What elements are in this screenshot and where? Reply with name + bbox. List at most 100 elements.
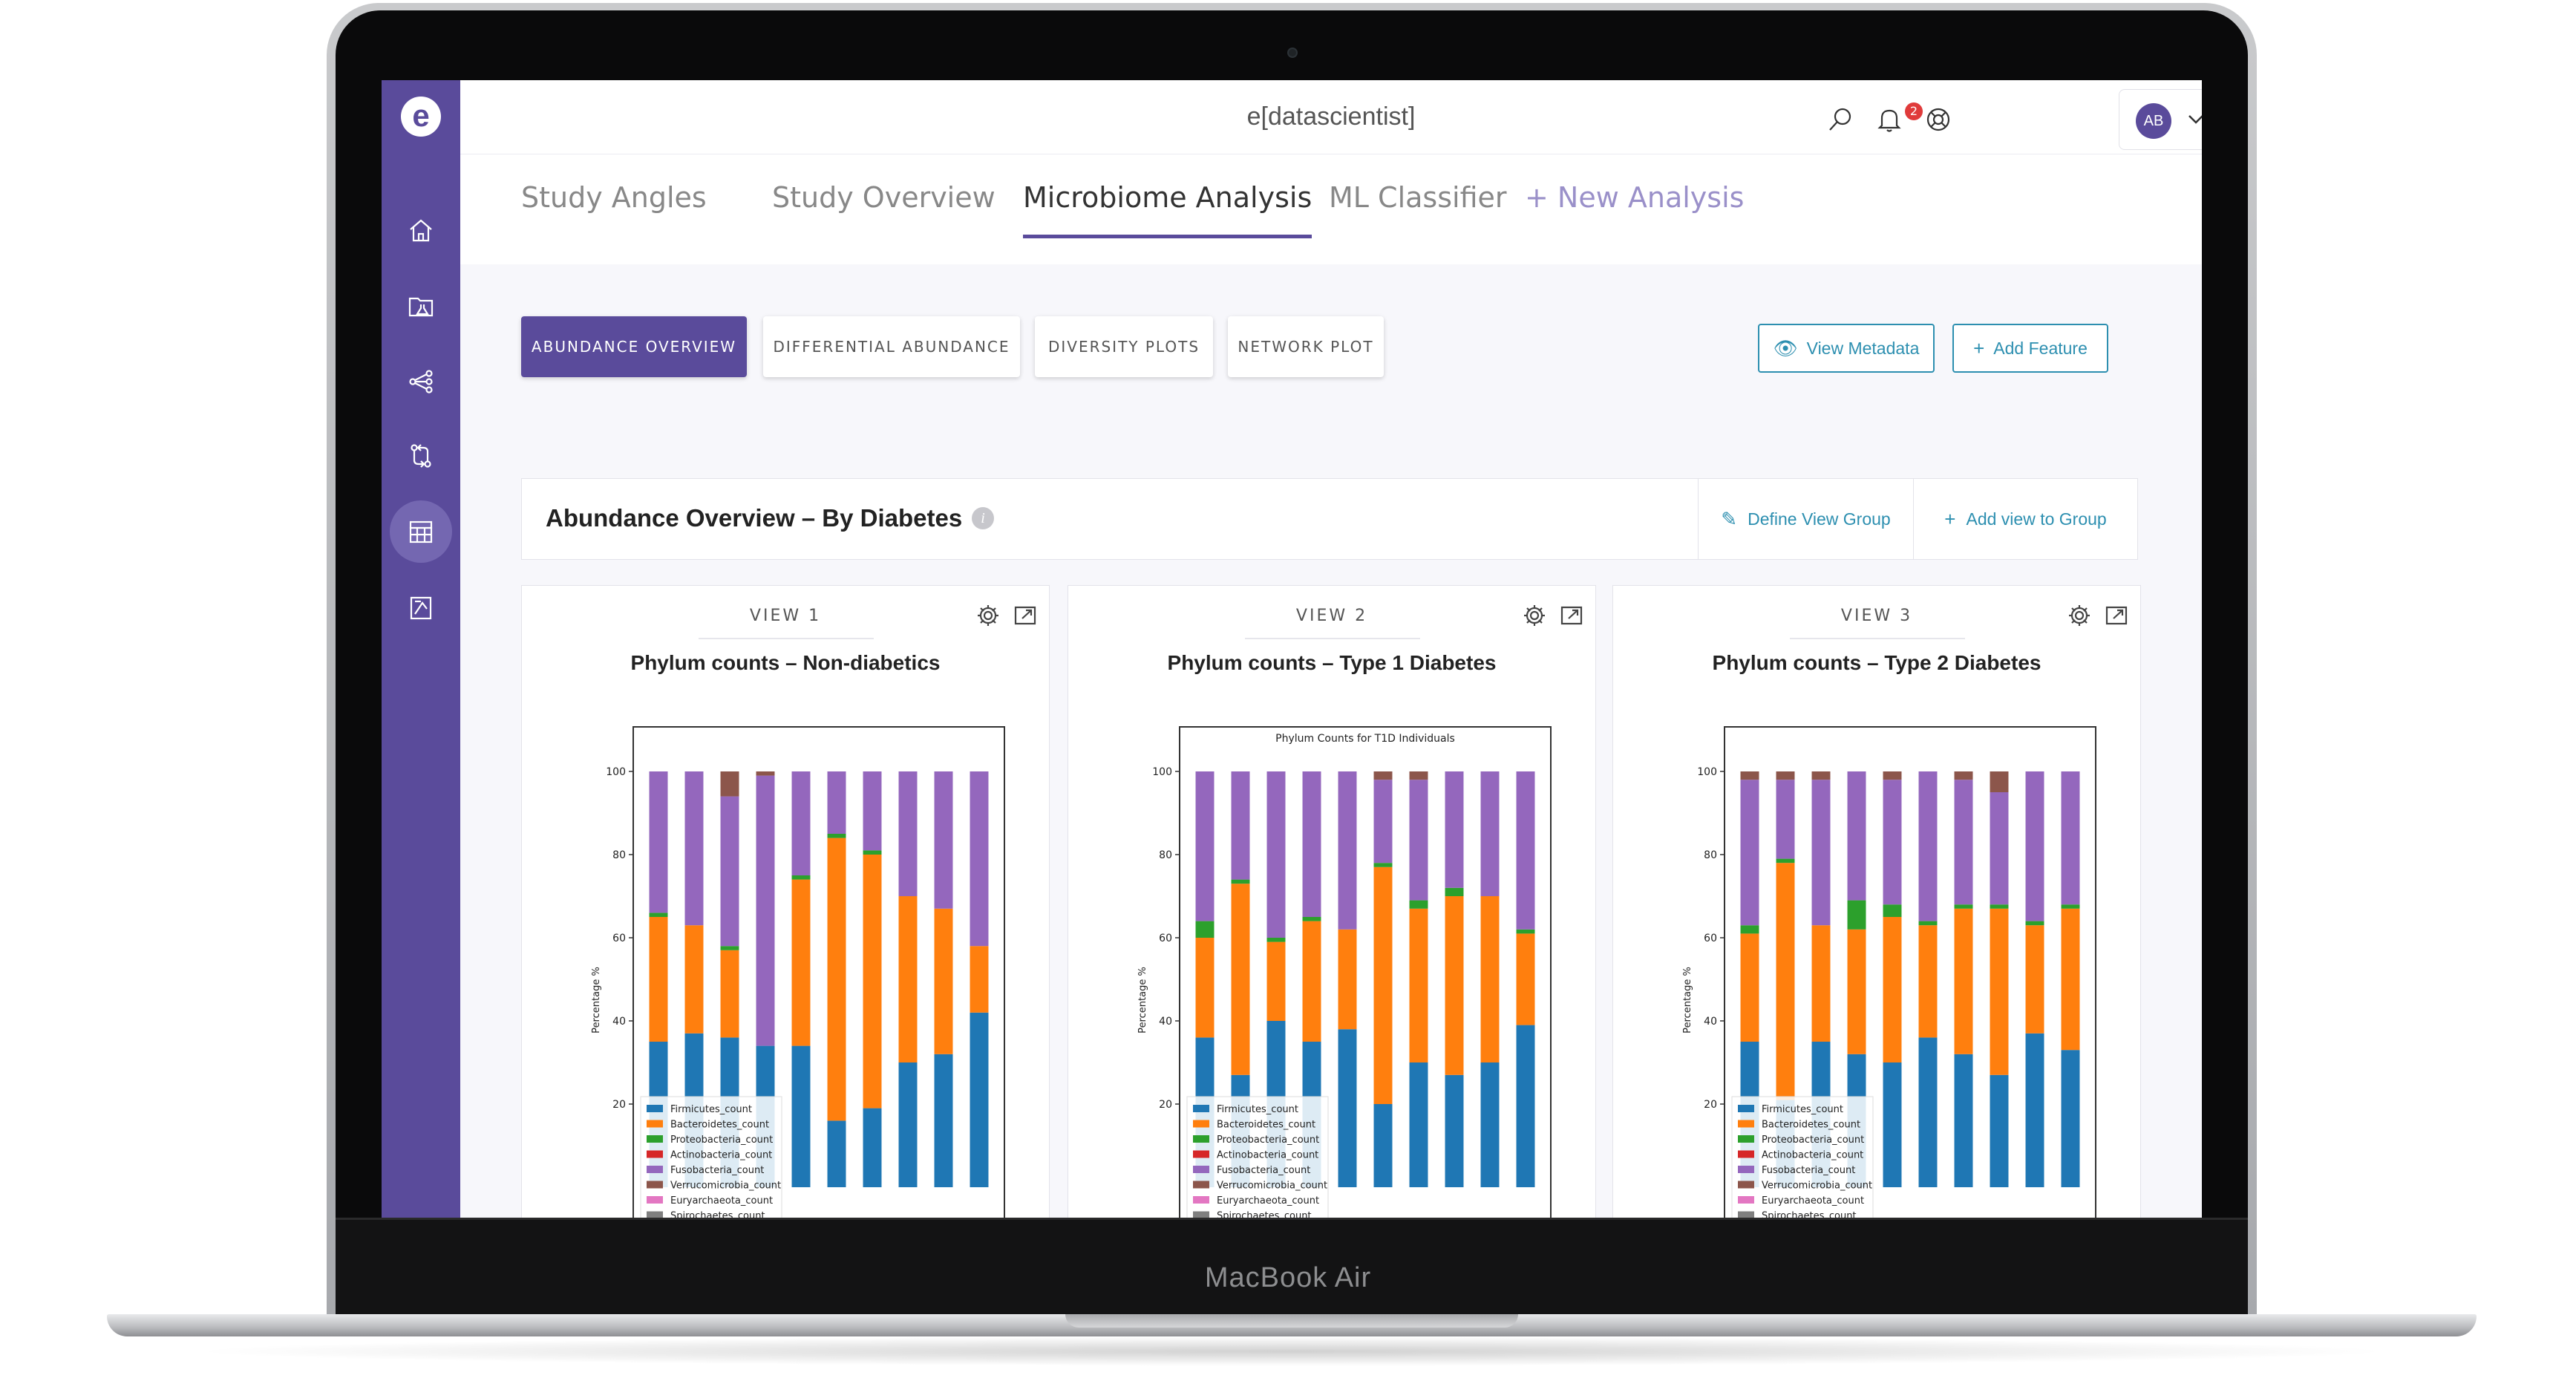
tab-study-overview[interactable]: Study Overview [772,181,996,214]
bar-segment [827,834,846,838]
bar-segment [1480,1062,1500,1187]
bar-segment [1883,780,1902,905]
gear-icon[interactable] [2066,602,2093,629]
bar-segment [1266,938,1286,942]
abundance-overview-button[interactable]: ABUNDANCE OVERVIEW [521,316,747,377]
bar-segment [1883,904,1902,917]
report-icon[interactable] [402,588,440,627]
bar-segment [1740,771,1759,780]
legend-swatch [647,1105,663,1112]
bar-segment [649,912,668,917]
y-tick-label: 60 [1704,933,1717,944]
user-menu[interactable]: AB [2119,89,2202,150]
bar-segment [1373,771,1393,780]
y-axis-label: Percentage % [591,967,602,1034]
gear-icon[interactable] [1521,602,1548,629]
bell-icon[interactable] [1875,105,1903,134]
bar-segment [2025,925,2044,1034]
legend-box [1731,1096,1874,1218]
bar-segment [1445,887,1464,896]
legend-swatch [1193,1166,1209,1173]
legend-swatch [647,1120,663,1128]
network-plot-button[interactable]: NETWORK PLOT [1228,316,1384,377]
legend-label: Actinobacteria_count [670,1150,772,1161]
bar-segment [2061,1050,2080,1187]
info-icon[interactable]: i [972,507,994,529]
share-nodes-icon[interactable] [402,362,440,401]
legend-label: Euryarchaeota_count [1762,1195,1864,1207]
bar-segment [649,917,668,1042]
bar-segment [934,771,953,909]
tab-new-analysis[interactable]: + New Analysis [1525,181,1745,214]
view-label-divider [699,638,874,639]
legend-label: Fusobacteria_count [670,1165,764,1176]
legend-swatch [1738,1150,1754,1158]
laptop-base-notch [1065,1314,1518,1328]
add-feature-label: Add Feature [1993,338,2088,358]
add-view-to-group-label: Add view to Group [1966,509,2107,529]
add-feature-button[interactable]: + Add Feature [1952,324,2108,373]
bar-segment [1954,780,1973,905]
legend-swatch [647,1196,663,1204]
laptop-chin [336,1218,2248,1314]
tab-microbiome-analysis[interactable]: Microbiome Analysis [1023,181,1312,238]
legend-swatch [1193,1150,1209,1158]
legend-swatch [1193,1120,1209,1128]
bar-segment [1409,771,1428,780]
diversity-plots-button[interactable]: DIVERSITY PLOTS [1035,316,1213,377]
bar-segment [1338,929,1357,1030]
define-view-group-button[interactable]: ✎ Define View Group [1698,479,1913,559]
bar-segment [1445,771,1464,888]
legend-label: Proteobacteria_count [670,1134,773,1146]
bar-segment [1302,771,1321,917]
view-metadata-button[interactable]: 👁 View Metadata [1758,324,1935,373]
bar-segment [1776,863,1795,1100]
app-logo[interactable]: e [401,97,441,137]
bar-segment [1302,921,1321,1042]
support-lifebuoy-icon[interactable] [1924,105,1952,134]
search-icon[interactable] [1826,105,1854,134]
table-icon[interactable] [390,500,452,563]
bar-segment [863,855,882,1109]
expand-icon[interactable] [1558,602,1585,629]
bar-segment [1409,780,1428,901]
tab-study-angles[interactable]: Study Angles [521,181,707,214]
bar-segment [1883,917,1902,1062]
bar-segment [1811,771,1831,780]
bar-segment [649,771,668,913]
eye-icon: 👁 [1773,336,1798,359]
git-compare-icon[interactable] [402,437,440,475]
y-tick-label: 40 [1159,1016,1172,1028]
tab-ml-classifier[interactable]: ML Classifier [1329,181,1507,214]
bar-segment [1373,1104,1393,1187]
legend-swatch [1738,1181,1754,1189]
legend-label: Bacteroidetes_count [670,1120,769,1131]
bar-segment [720,796,739,947]
legend-label: Firmicutes_count [1217,1104,1298,1115]
legend-label: Proteobacteria_count [1217,1134,1319,1146]
legend-swatch [1738,1135,1754,1143]
bar-segment [720,950,739,1038]
gear-icon[interactable] [975,602,1001,629]
y-tick-label: 100 [1152,766,1172,778]
bar-segment [1373,863,1393,867]
expand-icon[interactable] [1012,602,1039,629]
add-view-to-group-button[interactable]: + Add view to Group [1913,479,2137,559]
bar-segment [1338,771,1357,930]
home-icon[interactable] [402,211,440,249]
legend-box [1186,1096,1329,1218]
legend-swatch [1193,1181,1209,1189]
y-axis-label: Percentage % [1137,967,1148,1034]
legend-swatch [1738,1196,1754,1204]
expand-icon[interactable] [2103,602,2130,629]
bar-segment [684,925,704,1034]
legend-swatch [1738,1120,1754,1128]
legend-label: Euryarchaeota_count [670,1195,773,1207]
bar-segment [1954,904,1973,909]
bar-segment [1990,1074,2009,1187]
chart-title: Phylum Counts for T1D Individuals [1275,733,1455,745]
folder-lab-icon[interactable] [402,287,440,325]
bar-segment [1918,771,1938,921]
bar-segment [898,896,918,1062]
differential-abundance-button[interactable]: DIFFERENTIAL ABUNDANCE [763,316,1020,377]
